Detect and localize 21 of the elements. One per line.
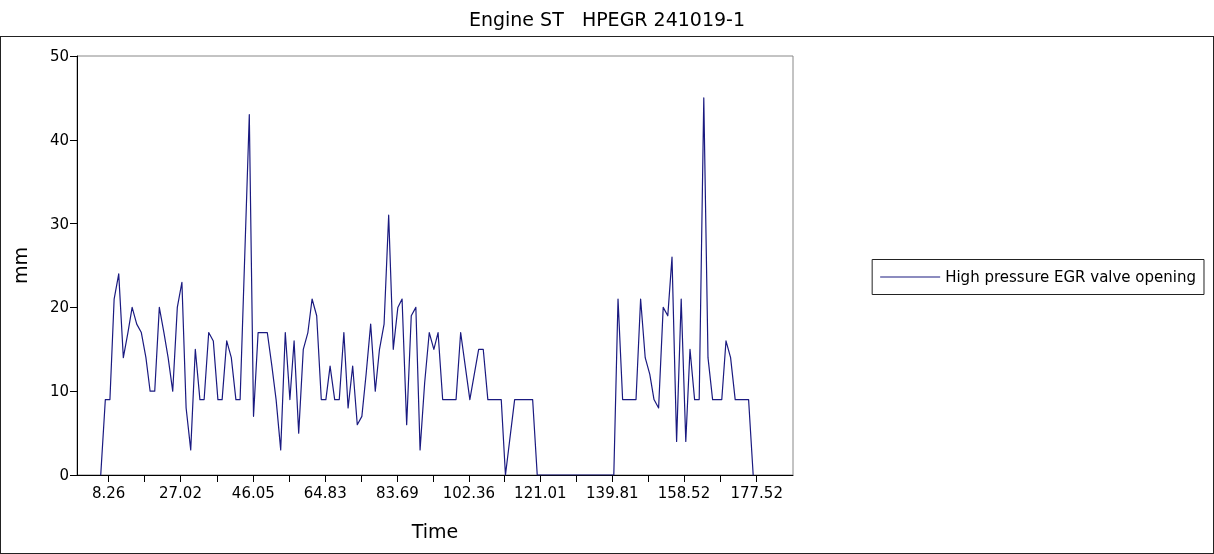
line-series [100, 97, 754, 476]
x-tick-label: 121.01 [514, 483, 567, 502]
y-tick-label: 40 [49, 130, 69, 149]
x-tick-label: 139.81 [586, 483, 639, 502]
x-tick-label: 102.36 [442, 483, 496, 502]
legend-label: High pressure EGR valve opening [945, 268, 1197, 286]
x-tick-label: 27.02 [158, 483, 202, 502]
y-tick-label: 50 [49, 47, 69, 65]
x-tick-label: 83.69 [375, 483, 419, 502]
chart-title: Engine ST HPEGR 241019-1 [468, 7, 746, 30]
y-tick-label: 0 [59, 466, 69, 484]
y-tick-label: 30 [49, 214, 69, 233]
x-tick-label: 64.83 [303, 483, 347, 502]
x-tick-label: 158.52 [657, 483, 711, 502]
y-tick-label: 20 [49, 298, 69, 317]
x-tick-label: 8.26 [91, 483, 126, 502]
x-tick-label: 46.05 [231, 483, 275, 502]
y-tick-label: 10 [49, 382, 69, 401]
x-tick-label: 177.52 [730, 483, 783, 502]
y-axis-title: mm [8, 246, 31, 285]
x-axis-title: Time [410, 519, 459, 542]
